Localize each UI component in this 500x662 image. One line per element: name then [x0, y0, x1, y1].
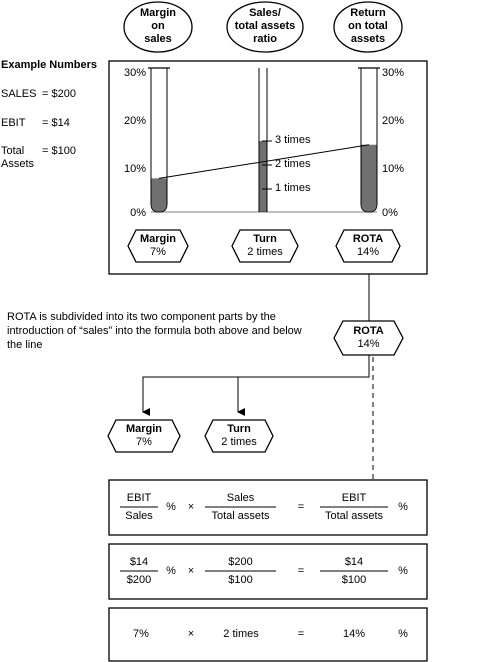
assets-label: Total Assets: [1, 145, 35, 170]
result-pct: %: [398, 628, 408, 640]
hex-margin-bottom: [107, 419, 181, 453]
right-tick-30: 30%: [382, 67, 405, 79]
hex-title: Turn: [253, 233, 277, 245]
hex-title: Margin: [125, 423, 163, 435]
row2-b-num: $200: [228, 556, 253, 568]
row2-eq: =: [297, 565, 305, 577]
row1-eq: =: [297, 501, 305, 513]
ebit-value: = $14: [42, 117, 70, 129]
hex-title: Margin: [139, 233, 177, 245]
turn-label-2: 2 times: [275, 158, 311, 170]
hex-value: 2 times: [221, 436, 257, 448]
row1-a-num: EBIT: [126, 492, 152, 504]
formula-box-3: [108, 607, 428, 662]
hex-rota-mid: [333, 320, 404, 356]
row1-pct2: %: [398, 501, 408, 513]
right-tick-10: 10%: [382, 163, 405, 175]
turn-label-3: 3 times: [275, 134, 311, 146]
hex-turn-bottom: [204, 419, 274, 453]
assets-value: = $100: [42, 145, 76, 157]
hex-rota-top: [335, 229, 401, 263]
hex-margin-top: [127, 229, 189, 263]
nomogram-line: [158, 144, 370, 179]
hex-value: 7%: [136, 436, 152, 448]
result-times: ×: [187, 628, 195, 640]
hex-title: ROTA: [353, 325, 384, 337]
row2-pct1: %: [166, 565, 176, 577]
example-title: Example Numbers: [1, 59, 97, 71]
row2-c-den: $100: [341, 574, 367, 586]
oval-margin-on-sales: [123, 1, 193, 53]
oval-rota-label: Return on total assets: [348, 7, 388, 45]
hex-value: 2 times: [247, 246, 283, 258]
row1-c-den: Total assets: [324, 510, 384, 522]
left-tick-20: 20%: [123, 115, 146, 127]
split-line: [142, 355, 370, 416]
oval-sales-total-assets: [226, 1, 304, 53]
right-tick-0: 0%: [382, 207, 398, 219]
row1-c-num: EBIT: [341, 492, 367, 504]
sales-label: SALES: [1, 88, 37, 100]
row1-a-den: Sales: [125, 510, 153, 522]
row1-b-num: Sales: [226, 492, 255, 504]
turn-tube-fill: [259, 141, 267, 212]
hex-value: 14%: [357, 338, 380, 350]
left-tick-30: 30%: [123, 67, 146, 79]
row2-b-den: $100: [228, 574, 253, 586]
hex-title: Turn: [227, 423, 251, 435]
oval-turn-label: Sales/ total assets ratio: [234, 7, 296, 45]
left-tick-0: 0%: [130, 207, 146, 219]
row1-pct1: %: [166, 501, 176, 513]
row2-times: ×: [187, 565, 195, 577]
right-tick-20: 20%: [382, 115, 405, 127]
row1-b-den: Total assets: [211, 510, 270, 522]
margin-tube-fill: [151, 178, 167, 212]
hex-value: 7%: [150, 246, 166, 258]
sales-value: = $200: [42, 88, 76, 100]
hex-margin-bottom-text: Margin 7%: [108, 423, 180, 449]
row1-times: ×: [187, 501, 195, 513]
result-turn: 2 times: [223, 628, 259, 640]
rota-tube-fill: [361, 144, 377, 212]
result-rota: 14%: [342, 628, 366, 640]
row2-a-num: $14: [129, 556, 149, 568]
explanation-text: ROTA is subdivided into its two componen…: [7, 311, 302, 351]
row2-a-den: $200: [126, 574, 152, 586]
hex-turn-top-text: Turn 2 times: [232, 233, 298, 259]
result-eq: =: [297, 628, 305, 640]
row2-pct2: %: [398, 565, 408, 577]
oval-margin-label: Margin on sales: [139, 7, 177, 45]
hex-rota-top-text: ROTA 14%: [336, 233, 400, 259]
result-margin: 7%: [133, 628, 149, 640]
hex-margin-top-text: Margin 7%: [128, 233, 188, 259]
oval-return-on-assets: [333, 1, 403, 53]
ebit-label: EBIT: [1, 117, 26, 129]
hex-turn-bottom-text: Turn 2 times: [205, 423, 273, 449]
hex-rota-mid-text: ROTA 14%: [334, 325, 403, 351]
row2-c-num: $14: [344, 556, 364, 568]
hex-turn-top: [231, 229, 299, 263]
left-tick-10: 10%: [123, 163, 146, 175]
hex-value: 14%: [356, 246, 380, 258]
hex-title: ROTA: [352, 233, 384, 245]
turn-label-1: 1 times: [275, 182, 311, 194]
